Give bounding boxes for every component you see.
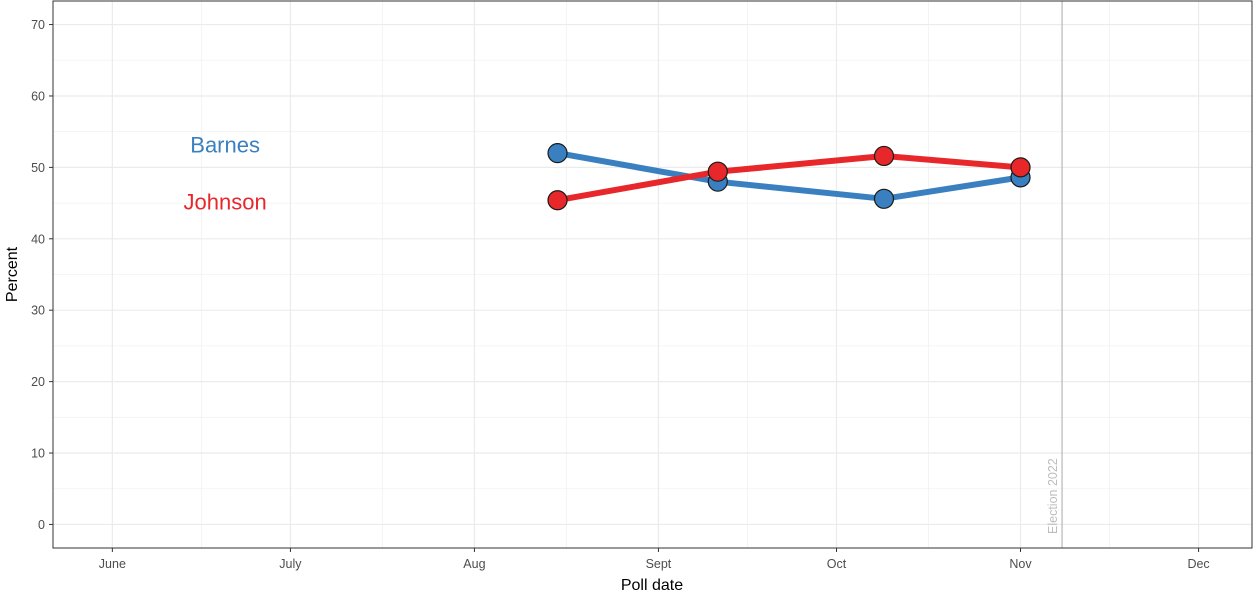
data-point-barnes: [547, 143, 568, 164]
data-point-johnson: [1010, 157, 1031, 178]
major-gridlines: [53, 1, 1252, 548]
x-tick-label: Aug: [463, 557, 485, 571]
data-point-johnson: [873, 145, 895, 167]
series-layer: [547, 143, 1031, 211]
series-label-barnes: Barnes: [190, 133, 260, 158]
y-tick-label: 70: [31, 18, 45, 32]
data-point-johnson: [547, 190, 568, 211]
x-axis-title: Poll date: [621, 577, 683, 594]
x-tick-label: Oct: [827, 557, 847, 571]
y-tick-label: 30: [31, 304, 45, 318]
y-tick-label: 20: [31, 375, 45, 389]
data-point-johnson: [707, 161, 728, 182]
series-line-barnes: [554, 150, 1024, 202]
x-tick-label: June: [99, 557, 126, 571]
x-tick-label: July: [279, 557, 302, 571]
data-point-barnes: [873, 188, 895, 209]
series-line-johnson: [554, 153, 1024, 204]
x-tick-label: Dec: [1187, 557, 1209, 571]
y-tick-label: 60: [31, 89, 45, 103]
x-tick-label: Sept: [646, 557, 672, 571]
minor-gridlines: [53, 1, 1252, 548]
y-tick-label: 0: [38, 518, 45, 532]
series-label-johnson: Johnson: [184, 190, 267, 215]
x-tick-label: Nov: [1009, 557, 1032, 571]
y-axis-title: Percent: [4, 246, 21, 302]
axis-ticks: 0 10 20 30 40 50 60 70 June July Aug Sept Oct Nov Dec: [31, 18, 1210, 571]
y-tick-label: 50: [31, 161, 45, 175]
election-label: Election 2022: [1046, 458, 1060, 534]
y-tick-label: 40: [31, 232, 45, 246]
series-labels: Barnes Johnson: [184, 133, 267, 215]
plot-panel-border: [52, 0, 1253, 549]
y-tick-label: 10: [31, 447, 45, 461]
annotations: Election 2022: [1046, 1, 1063, 548]
